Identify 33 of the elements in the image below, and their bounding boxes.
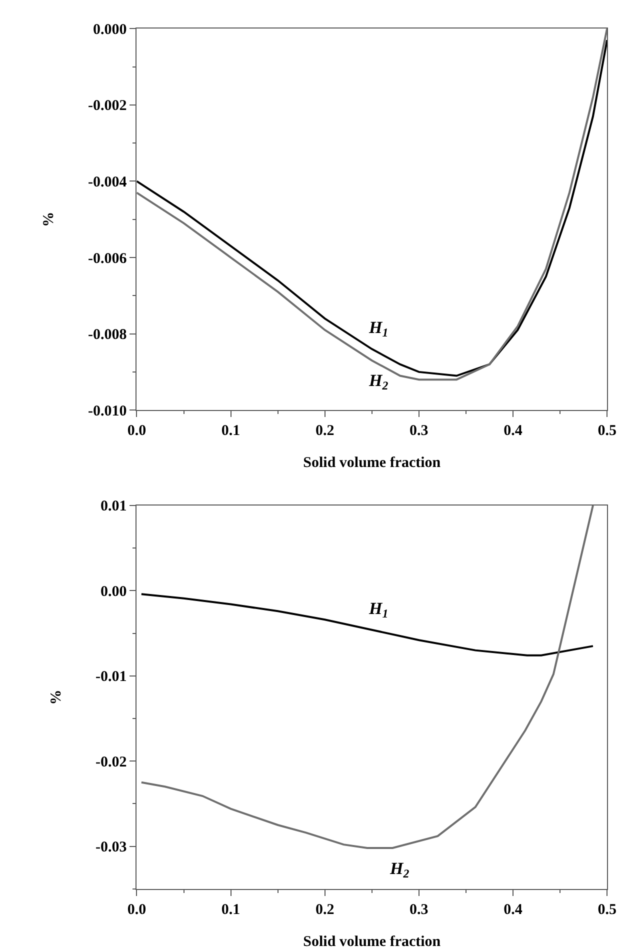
y-tick-label: -0.004 bbox=[88, 174, 128, 190]
x-tick-label: 0.4 bbox=[504, 902, 523, 918]
y-tick-label: -0.01 bbox=[95, 669, 127, 686]
series-label: H$_{2}$ bbox=[389, 859, 410, 881]
y-axis-title: % bbox=[41, 212, 58, 227]
y-tick-label: 0.01 bbox=[100, 498, 127, 515]
x-tick-label: 0.5 bbox=[598, 902, 616, 918]
x-axis-title: Solid volume fraction bbox=[303, 934, 442, 950]
y-tick-label: 0.00 bbox=[100, 584, 127, 600]
x-tick-label: 0.5 bbox=[598, 423, 616, 440]
x-axis-title: Solid volume fraction bbox=[303, 455, 442, 472]
x-tick-label: 0.0 bbox=[127, 902, 146, 918]
series-label: H$_{2}$ bbox=[368, 371, 388, 393]
y-tick-label: -0.002 bbox=[88, 98, 127, 114]
y-tick-label: -0.03 bbox=[95, 840, 127, 856]
line-series bbox=[140, 593, 594, 656]
y-tick-label: -0.006 bbox=[88, 250, 128, 267]
y-tick-label: -0.010 bbox=[88, 403, 127, 420]
x-tick-label: 0.2 bbox=[315, 423, 334, 440]
line-series bbox=[140, 505, 594, 849]
x-tick-label: 0.3 bbox=[410, 902, 428, 918]
y-axis-title: % bbox=[48, 690, 65, 705]
x-tick-label: 0.1 bbox=[221, 423, 240, 440]
y-tick-label: -0.008 bbox=[88, 327, 127, 344]
x-tick-label: 0.2 bbox=[315, 902, 334, 918]
series-label: H$_{1}$ bbox=[368, 318, 388, 340]
y-tick-label: -0.02 bbox=[95, 754, 127, 770]
x-tick-label: 0.4 bbox=[504, 423, 523, 440]
x-tick-label: 0.3 bbox=[410, 423, 428, 440]
series-label: H$_{1}$ bbox=[368, 599, 388, 621]
x-tick-label: 0.1 bbox=[221, 902, 240, 918]
y-tick-label: 0.000 bbox=[92, 22, 127, 38]
x-tick-label: 0.0 bbox=[127, 423, 146, 440]
